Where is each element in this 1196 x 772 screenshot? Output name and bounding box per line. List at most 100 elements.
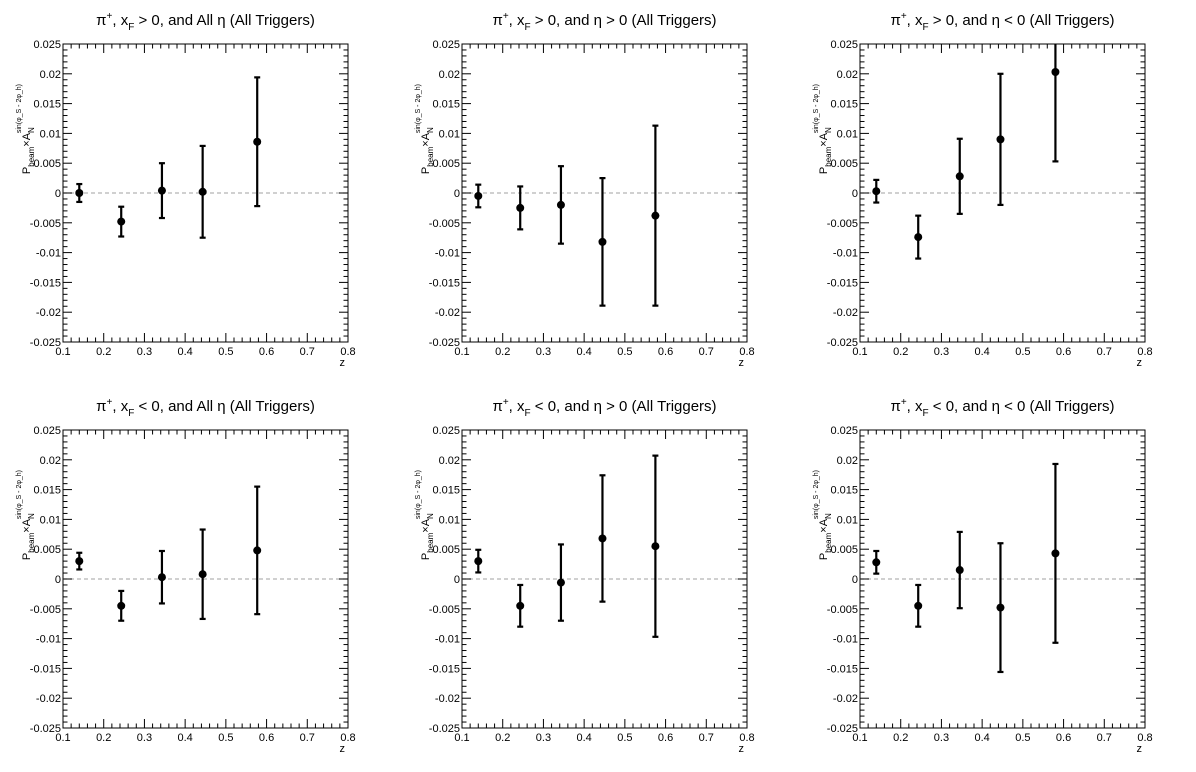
x-tick-label: 0.7 <box>1097 732 1112 744</box>
y-label-times-a: ×A <box>818 132 830 146</box>
title-xf-condition: > 0, and <box>531 12 594 29</box>
title-particle: π <box>890 398 900 415</box>
y-tick-label: 0.025 <box>432 39 460 51</box>
y-tick-label: -0.005 <box>429 218 460 230</box>
y-label-times-a: ×A <box>21 132 33 146</box>
x-tick-label: 0.6 <box>259 346 274 358</box>
y-tick-label: -0.02 <box>435 307 460 319</box>
title-suffix: (All Triggers) <box>1025 398 1114 415</box>
title-x-sub: F <box>525 22 531 33</box>
y-tick-label: -0.025 <box>827 723 858 735</box>
x-tick-label: 0.5 <box>1015 346 1030 358</box>
x-tick-label: 0.3 <box>137 732 152 744</box>
y-tick-label: 0.015 <box>830 485 858 497</box>
title-suffix: (All Triggers) <box>226 398 315 415</box>
y-label-p-sub: beam <box>27 146 36 166</box>
title-x-sub: F <box>923 22 929 33</box>
title-comma: , <box>509 398 517 415</box>
y-label-a-sub: N <box>824 513 833 519</box>
x-tick-label: 0.1 <box>454 346 469 358</box>
y-tick-label: 0.02 <box>439 455 460 467</box>
title-eta-condition: η > 0 <box>594 398 628 415</box>
title-charge: + <box>503 11 509 22</box>
y-tick-label: 0.02 <box>439 69 460 81</box>
chart-panel-2: 0.1 0.2 0.3 0.4 0.5 0.6 0.7 0.8 -0.025 -0.02 -0.01… <box>415 11 755 369</box>
x-tick-label: 0.1 <box>55 346 70 358</box>
title-comma: , <box>509 12 517 29</box>
x-tick-label: 0.1 <box>55 732 70 744</box>
x-axis-label: z <box>1137 357 1143 369</box>
y-label-p: P <box>420 167 432 174</box>
x-tick-label: 0.4 <box>177 732 192 744</box>
data-point <box>996 135 1005 144</box>
data-point <box>516 601 525 610</box>
x-tick-label: 0.2 <box>495 346 510 358</box>
title-suffix: (All Triggers) <box>627 12 716 29</box>
title-xf-condition: < 0, and <box>134 398 196 415</box>
data-point <box>157 573 166 582</box>
title-suffix: (All Triggers) <box>226 12 315 29</box>
x-tick-label: 0.3 <box>536 346 551 358</box>
y-tick-label: 0 <box>852 574 858 586</box>
y-tick-label: -0.025 <box>827 337 858 349</box>
y-tick-label: -0.01 <box>833 248 858 260</box>
chart-panel-4: 0.1 0.2 0.3 0.4 0.5 0.6 0.7 0.8 -0.025 -0.02 -0.01… <box>16 397 356 755</box>
data-point <box>474 557 483 566</box>
y-tick-label: -0.015 <box>30 277 61 289</box>
data-point <box>516 203 525 212</box>
chart-panel-3: 0.1 0.2 0.3 0.4 0.5 0.6 0.7 0.8 -0.025 -0.02 -0.01… <box>813 11 1153 369</box>
chart-title: π+, xF > 0, and All η (All Triggers) <box>96 11 315 33</box>
y-tick-label: 0.02 <box>40 455 61 467</box>
x-axis-label: z <box>739 743 745 755</box>
y-tick-label: -0.02 <box>833 307 858 319</box>
x-tick-label: 0.8 <box>340 732 355 744</box>
y-axis-label: Pbeam×ANsin(φ_S - 2φ_h) <box>16 470 36 560</box>
x-tick-label: 0.2 <box>495 732 510 744</box>
title-xf-condition: > 0, and <box>134 12 196 29</box>
y-label-p: P <box>21 553 33 560</box>
y-label-a-sub: N <box>27 127 36 133</box>
chart-panel-5: 0.1 0.2 0.3 0.4 0.5 0.6 0.7 0.8 -0.025 -0.02 -0.01… <box>415 397 755 755</box>
title-charge: + <box>901 397 907 408</box>
y-tick-label: -0.015 <box>429 277 460 289</box>
x-tick-label: 0.5 <box>617 346 632 358</box>
y-tick-label: 0.015 <box>432 99 460 111</box>
y-tick-label: -0.02 <box>36 693 61 705</box>
y-tick-label: -0.02 <box>36 307 61 319</box>
title-x: x <box>121 12 129 29</box>
data-point <box>996 603 1005 612</box>
y-tick-label: -0.025 <box>30 337 61 349</box>
y-tick-label: 0.01 <box>439 128 460 140</box>
data-point <box>1051 549 1060 558</box>
title-particle: π <box>96 12 106 29</box>
x-tick-label: 0.2 <box>96 346 111 358</box>
data-point <box>253 137 262 146</box>
x-tick-label: 0.6 <box>1056 346 1071 358</box>
title-comma: , <box>907 398 915 415</box>
y-axis-label: Pbeam×ANsin(φ_S - 2φ_h) <box>415 84 435 174</box>
y-tick-label: -0.025 <box>429 723 460 735</box>
data-point <box>872 187 881 196</box>
x-tick-label: 0.7 <box>1097 346 1112 358</box>
title-eta-condition: η > 0 <box>594 12 628 29</box>
x-tick-label: 0.6 <box>1056 732 1071 744</box>
y-tick-label: -0.015 <box>30 663 61 675</box>
y-label-a-sub: N <box>27 513 36 519</box>
y-tick-label: -0.02 <box>435 693 460 705</box>
title-x: x <box>517 12 525 29</box>
y-label-a-sup: sin(φ_S - 2φ_h) <box>415 84 422 133</box>
y-tick-label: 0.005 <box>432 544 460 556</box>
x-axis-label: z <box>340 357 346 369</box>
chart-title: π+, xF > 0, and η > 0 (All Triggers) <box>492 11 716 33</box>
title-x: x <box>121 398 129 415</box>
title-comma: , <box>112 12 120 29</box>
data-point <box>157 186 166 195</box>
title-comma: , <box>907 12 915 29</box>
y-tick-label: 0.015 <box>33 99 61 111</box>
y-label-a-sup: sin(φ_S - 2φ_h) <box>16 470 23 519</box>
y-tick-label: 0.015 <box>432 485 460 497</box>
y-axis-label-text: Pbeam×ANsin(φ_S - 2φ_h) <box>813 470 833 560</box>
y-label-p: P <box>818 167 830 174</box>
y-tick-label: -0.01 <box>435 248 460 260</box>
